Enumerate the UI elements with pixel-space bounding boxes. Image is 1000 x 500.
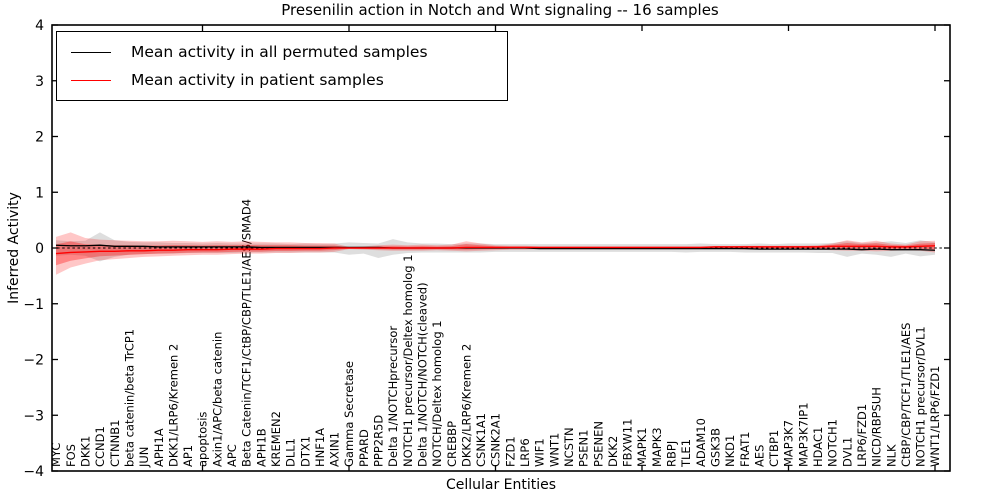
x-category-label: NLK [884,444,898,467]
x-category-label: FZD1 [503,436,517,467]
y-axis-label: Inferred Activity [6,192,22,304]
x-category-label: FOS [64,444,78,467]
x-category-label: NKD1 [723,435,737,467]
x-category-label: NCSTN [562,427,576,467]
x-category-label: CTNNB1 [108,420,122,467]
x-category-label: CSNK2A1 [489,413,503,467]
x-category-label: FRAT1 [738,432,752,467]
x-category-label: DKK2/LRP6/Kremen 2 [459,344,473,467]
x-category-label: Axin1/APC/beta catenin [210,332,224,467]
x-category-label: APC [225,444,239,467]
legend-label: Mean activity in all permuted samples [131,43,428,61]
legend-line-sample-black [71,51,111,53]
x-category-label: DKK1/LRP6/Kremen 2 [166,344,180,467]
x-category-label: PPARD [357,429,371,467]
x-category-label: MAP3K7 [782,420,796,467]
x-category-label: MAP3K7IP1 [796,402,810,467]
x-axis-label: Cellular Entities [445,477,557,493]
y-tick-label: 4 [35,18,44,34]
x-category-label: Delta 1/NOTCHprecursor [386,326,400,467]
x-category-label: AXIN1 [328,432,342,467]
chart-title: Presenilin action in Notch and Wnt signa… [281,1,719,19]
legend: Mean activity in all permuted samples Me… [56,31,508,101]
x-category-label: AES [752,445,766,467]
x-category-label: CTBP1 [767,430,781,467]
y-tick-label: 2 [35,130,44,146]
x-category-label: CREBBP [445,421,459,467]
x-category-label: ADAM10 [694,418,708,467]
x-category-label: FBXW11 [621,419,635,467]
x-category-label: PSEN1 [577,430,591,467]
x-category-label: beta catenin/beta TrCP1 [122,329,136,467]
legend-line-sample-red [71,79,111,81]
x-category-label: CSNK1A1 [474,413,488,467]
x-category-label: CCND1 [93,426,107,467]
x-category-label: DLL1 [284,438,298,467]
x-category-label: CtBP/CBP/TCF1/TLE1/AES [899,323,913,467]
x-category-label: DKK1 [79,436,93,467]
x-category-label: WNT1 [547,433,561,467]
x-category-label: HDAC1 [811,427,825,467]
x-category-label: Delta 1/NOTCH/NOTCH(cleaved) [415,282,429,467]
x-category-label: Beta Catenin/TCF1/CtBP/CBP/TLE1/AES/SMAD… [240,199,254,467]
x-category-label: DTX1 [298,436,312,467]
x-category-label: NICD/RBPSUH [870,387,884,467]
y-tick-label: 0 [35,241,44,257]
confidence-band-patient-outer [56,232,935,275]
x-category-label: AP1 [181,445,195,467]
x-category-label: Gamma Secretase [342,361,356,467]
x-category-label: DVL1 [840,437,854,467]
x-category-label: MAPK3 [650,427,664,467]
x-category-label: PPP2R5D [372,415,386,467]
x-category-label: NOTCH1 precursor/DVL1 [914,326,928,467]
x-category-label: WIF1 [533,438,547,467]
x-category-label: APH1B [254,428,268,467]
y-tick-label: −1 [23,297,44,313]
x-category-label: NOTCH1 [826,419,840,467]
y-tick-label: 1 [35,185,44,201]
x-category-label: JUN [137,447,151,468]
x-category-label: LRP6 [518,438,532,467]
y-tick-label: −3 [23,408,44,424]
legend-item-permuted: Mean activity in all permuted samples [57,38,507,66]
x-category-label: NOTCH/Deltex homolog 1 [430,320,444,467]
x-category-label: NOTCH1 precursor/Deltex homolog 1 [401,254,415,467]
series-line-patient [55,245,936,255]
x-category-label: HNF1A [313,428,327,467]
x-category-label: MAPK1 [635,427,649,467]
y-tick-label: −4 [23,464,44,480]
x-category-label: KREMEN2 [269,411,283,467]
legend-item-patient: Mean activity in patient samples [57,66,507,94]
y-tick-label: −2 [23,353,44,369]
x-category-label: TLE1 [679,439,693,468]
x-category-label: DKK2 [606,436,620,467]
x-category-label: apoptosis [196,412,210,467]
x-category-label: WNT1/LRP6/FZD1 [928,366,942,467]
x-category-label: APH1A [152,428,166,467]
x-category-label: PSENEN [591,421,605,467]
x-category-label: LRP6/FZD1 [855,404,869,467]
x-category-label: GSK3B [708,428,722,467]
x-category-label: RBPJ [665,441,679,467]
y-tick-label: 3 [35,74,44,90]
legend-label: Mean activity in patient samples [131,71,384,89]
